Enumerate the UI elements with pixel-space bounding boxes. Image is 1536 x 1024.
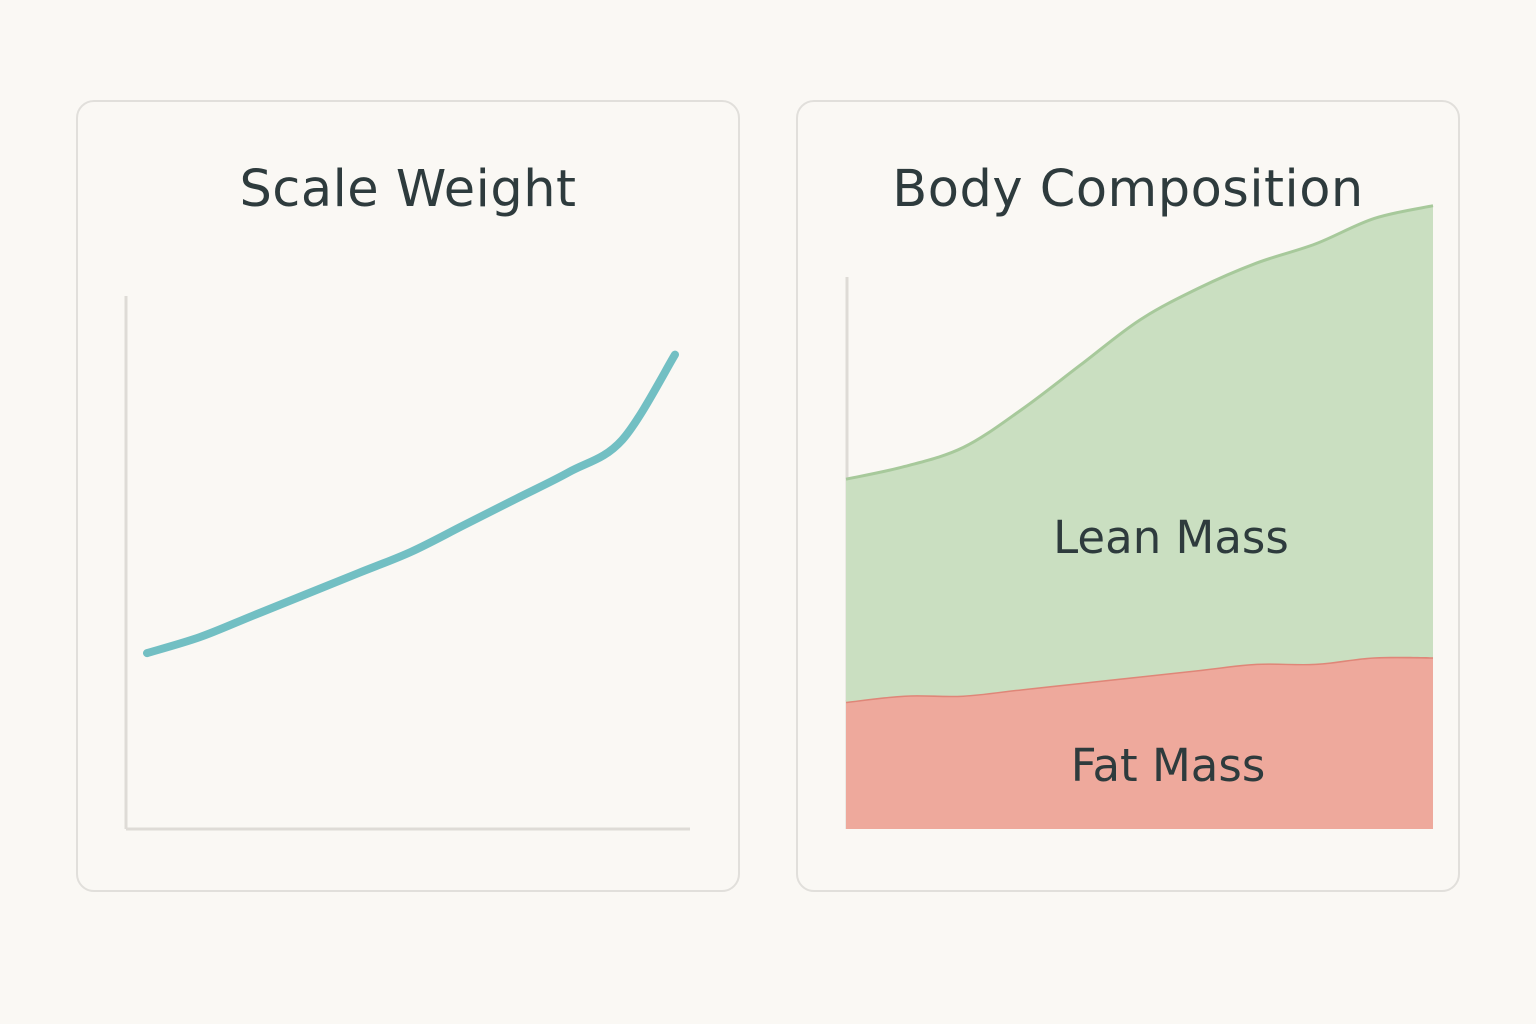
scale-weight-line xyxy=(143,350,679,658)
lean-mass-line xyxy=(845,204,1434,481)
lean-mass-area xyxy=(846,205,1433,702)
fat-mass-area xyxy=(846,656,1433,829)
fat-mass-label: Fat Mass xyxy=(1071,739,1266,792)
scale-weight-panel: Scale Weight xyxy=(76,100,740,892)
body-composition-title: Body Composition xyxy=(892,160,1364,219)
lean-mass-label: Lean Mass xyxy=(1053,511,1289,564)
scale-weight-title: Scale Weight xyxy=(239,160,577,219)
